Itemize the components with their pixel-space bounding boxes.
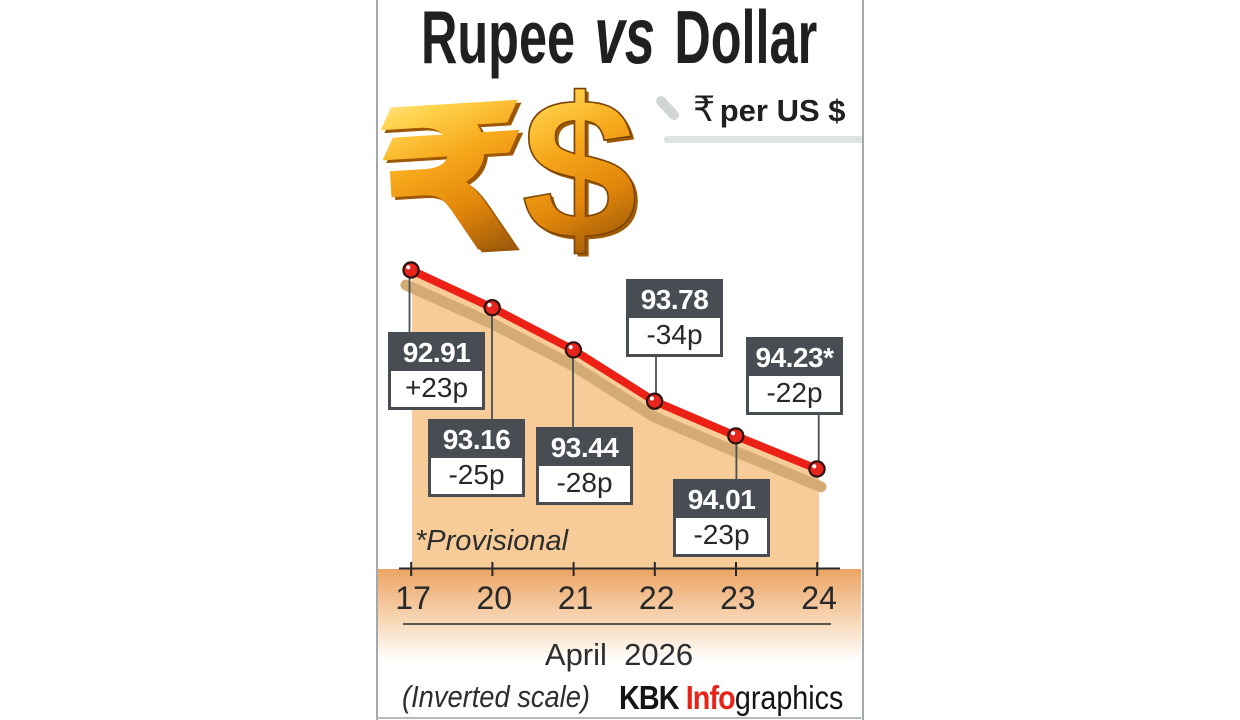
svg-text:₹: ₹: [376, 72, 530, 290]
svg-text:₹: ₹: [380, 75, 534, 293]
svg-text:$: $: [524, 59, 640, 285]
svg-text:$: $: [521, 56, 637, 282]
